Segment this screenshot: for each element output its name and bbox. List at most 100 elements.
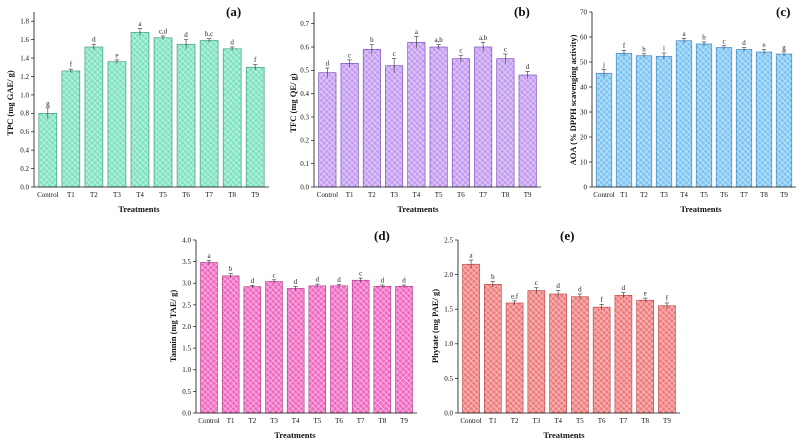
x-axis-title: Treatments: [680, 204, 722, 214]
x-axis-tick-labels: Control T1 T2 T3 T4 T5 T6 T7 T8 T9: [198, 417, 408, 425]
significance-label: c: [393, 50, 396, 58]
x-tick-label: T3: [390, 191, 398, 199]
error-bar: [599, 304, 604, 310]
significance-label: c: [535, 279, 538, 287]
significance-label: f: [254, 56, 257, 64]
bar-t2: [243, 286, 262, 414]
error-bars: [468, 259, 670, 310]
significance-label: d: [294, 278, 298, 286]
x-axis-tick-labels: Control T1 T2 T3 T4 T5 T6 T7 T8 T9: [593, 191, 788, 199]
significance-label: d: [184, 31, 188, 39]
bar-control: [38, 113, 58, 188]
panel-b: (b) TFC (mg QE/ g) Treatments 0.00.10.20…: [288, 4, 541, 214]
y-tick-label: 1.5: [182, 345, 191, 353]
x-tick-label: T9: [251, 191, 259, 199]
bar-t6: [715, 47, 733, 188]
error-bar: [250, 285, 255, 289]
bar-t4: [675, 40, 693, 188]
x-tick-label: T3: [532, 417, 540, 425]
x-tick-label: T1: [67, 191, 75, 199]
x-tick-label: T5: [313, 417, 321, 425]
error-bar: [458, 54, 464, 63]
x-tick-label: T2: [640, 191, 648, 199]
bar-series: [318, 42, 537, 188]
error-bar: [336, 284, 342, 288]
significance-label: d: [316, 276, 320, 284]
bar-t7: [199, 40, 219, 188]
significance-label: d: [402, 276, 406, 284]
error-bar: [490, 281, 496, 288]
x-tick-label: T3: [660, 191, 668, 199]
error-bars: [601, 37, 787, 77]
error-bar: [661, 52, 667, 60]
x-tick-label: T9: [400, 417, 408, 425]
x-tick-label: Control: [198, 417, 219, 425]
bar-t1: [615, 52, 633, 188]
bar-control: [462, 263, 480, 414]
error-bars: [206, 260, 407, 291]
error-bar: [761, 49, 767, 55]
x-tick-label: T4: [412, 191, 420, 199]
error-bar: [741, 47, 747, 52]
x-axis-tick-labels: Control T1 T2 T3 T4 T5 T6 T7 T8 T9: [460, 417, 671, 425]
y-tick-label: 0.7: [300, 20, 309, 28]
significance-label: d: [251, 277, 255, 285]
bar-t7: [474, 46, 493, 188]
error-bar: [391, 58, 397, 73]
error-bars: [45, 28, 258, 119]
error-bar: [414, 36, 419, 49]
bar-t4: [286, 288, 305, 414]
bar-t9: [658, 305, 676, 414]
bar-t5: [695, 43, 713, 188]
panel-label: (a): [226, 4, 241, 19]
error-bar: [503, 53, 508, 64]
y-tick-label: 0.4: [20, 147, 29, 155]
x-axis-title: Treatments: [397, 204, 439, 214]
error-bar: [577, 293, 583, 300]
significance-label: e,f: [511, 292, 519, 300]
y-tick-label: 0.2: [20, 165, 29, 173]
x-tick-label: T7: [620, 417, 628, 425]
significance-label: b: [491, 273, 495, 281]
error-bar: [271, 279, 277, 284]
panel-label: (b): [514, 4, 530, 19]
significance-label: a,b: [479, 34, 488, 42]
bar-t5: [571, 296, 589, 414]
y-tick-label: 3.5: [182, 258, 191, 266]
y-axis-ticks: 0.0 0.5 1.0 1.5 2.0 2.5 3.0 3.5 4.0: [182, 236, 196, 417]
bar-t8: [755, 51, 773, 188]
error-bar: [781, 51, 787, 57]
bar-series: [38, 31, 265, 188]
error-bar: [621, 49, 627, 57]
y-axis-ticks: 0.0 0.1 0.2 0.3 0.4 0.5 0.6 0.7: [300, 20, 314, 191]
significance-label: e: [115, 51, 118, 59]
error-bar: [401, 284, 407, 288]
error-bar: [183, 39, 189, 49]
x-axis-title: Treatments: [118, 204, 160, 214]
bar-t3: [655, 55, 673, 188]
y-axis-ticks: 0.0 0.2 0.4 0.6 0.8 1.0 1.2 1.4 1.6 1.8: [20, 18, 34, 191]
x-tick-label: T7: [479, 191, 487, 199]
bar-t9: [395, 285, 413, 414]
significance-label: h: [642, 45, 646, 53]
bar-t5: [308, 285, 327, 414]
bar-t1: [221, 275, 240, 414]
bar-t3: [527, 290, 546, 414]
x-tick-label: T6: [598, 417, 606, 425]
significance-label: c,d: [159, 27, 168, 35]
significance-label: c: [348, 51, 351, 59]
y-tick-label: 1.0: [444, 340, 453, 348]
error-bar: [45, 107, 51, 119]
x-axis-title: Treatments: [274, 430, 316, 440]
significance-label: b: [229, 265, 233, 273]
error-bar: [114, 59, 120, 64]
bar-t1: [61, 70, 81, 188]
error-bar: [525, 71, 530, 79]
x-tick-label: Control: [460, 417, 481, 425]
y-tick-label: 2.0: [182, 323, 191, 331]
bar-t8: [496, 58, 515, 188]
error-bar: [293, 285, 298, 291]
y-tick-label: 0.5: [300, 67, 309, 75]
x-tick-label: T9: [780, 191, 788, 199]
